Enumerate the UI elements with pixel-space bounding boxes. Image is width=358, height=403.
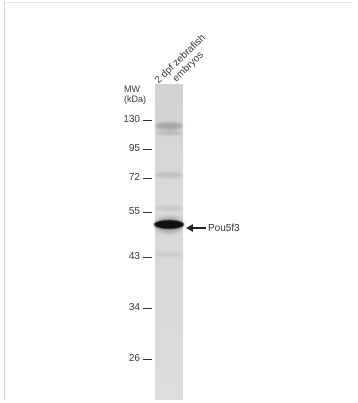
faint-band (155, 131, 183, 135)
mw-marker-55: 55 (108, 206, 152, 218)
mw-marker-label: 34 (128, 302, 140, 313)
mw-marker-34: 34 (108, 302, 152, 314)
mw-title-line2: (kDa) (124, 94, 146, 104)
mw-title-line1: MW (124, 84, 140, 94)
mw-marker-43: 43 (108, 251, 152, 263)
target-band (154, 220, 184, 229)
mw-marker-tick (143, 257, 152, 258)
mw-marker-95: 95 (108, 143, 152, 155)
mw-marker-label: 26 (128, 353, 140, 364)
figure-frame (4, 2, 352, 400)
mw-axis-title: MW (kDa) (124, 84, 146, 104)
mw-marker-tick (143, 359, 152, 360)
mw-marker-130: 130 (108, 114, 152, 126)
mw-marker-label: 72 (128, 172, 140, 183)
mw-marker-tick (143, 212, 152, 213)
faint-band (155, 172, 183, 178)
mw-marker-26: 26 (108, 353, 152, 365)
target-label: Pou5f3 (208, 222, 240, 234)
mw-marker-tick (143, 120, 152, 121)
mw-marker-label: 43 (128, 251, 140, 262)
mw-marker-tick (143, 308, 152, 309)
left-arrow-icon (186, 221, 206, 235)
mw-marker-label: 95 (128, 143, 140, 154)
mw-marker-tick (143, 178, 152, 179)
faint-band (155, 252, 183, 257)
faint-band (155, 122, 183, 130)
faint-band (155, 206, 183, 211)
western-blot-lane (154, 84, 184, 400)
mw-marker-label: 130 (123, 114, 140, 125)
mw-marker-label: 55 (128, 206, 140, 217)
target-annotation: Pou5f3 (186, 221, 240, 235)
mw-marker-72: 72 (108, 172, 152, 184)
mw-marker-tick (143, 149, 152, 150)
